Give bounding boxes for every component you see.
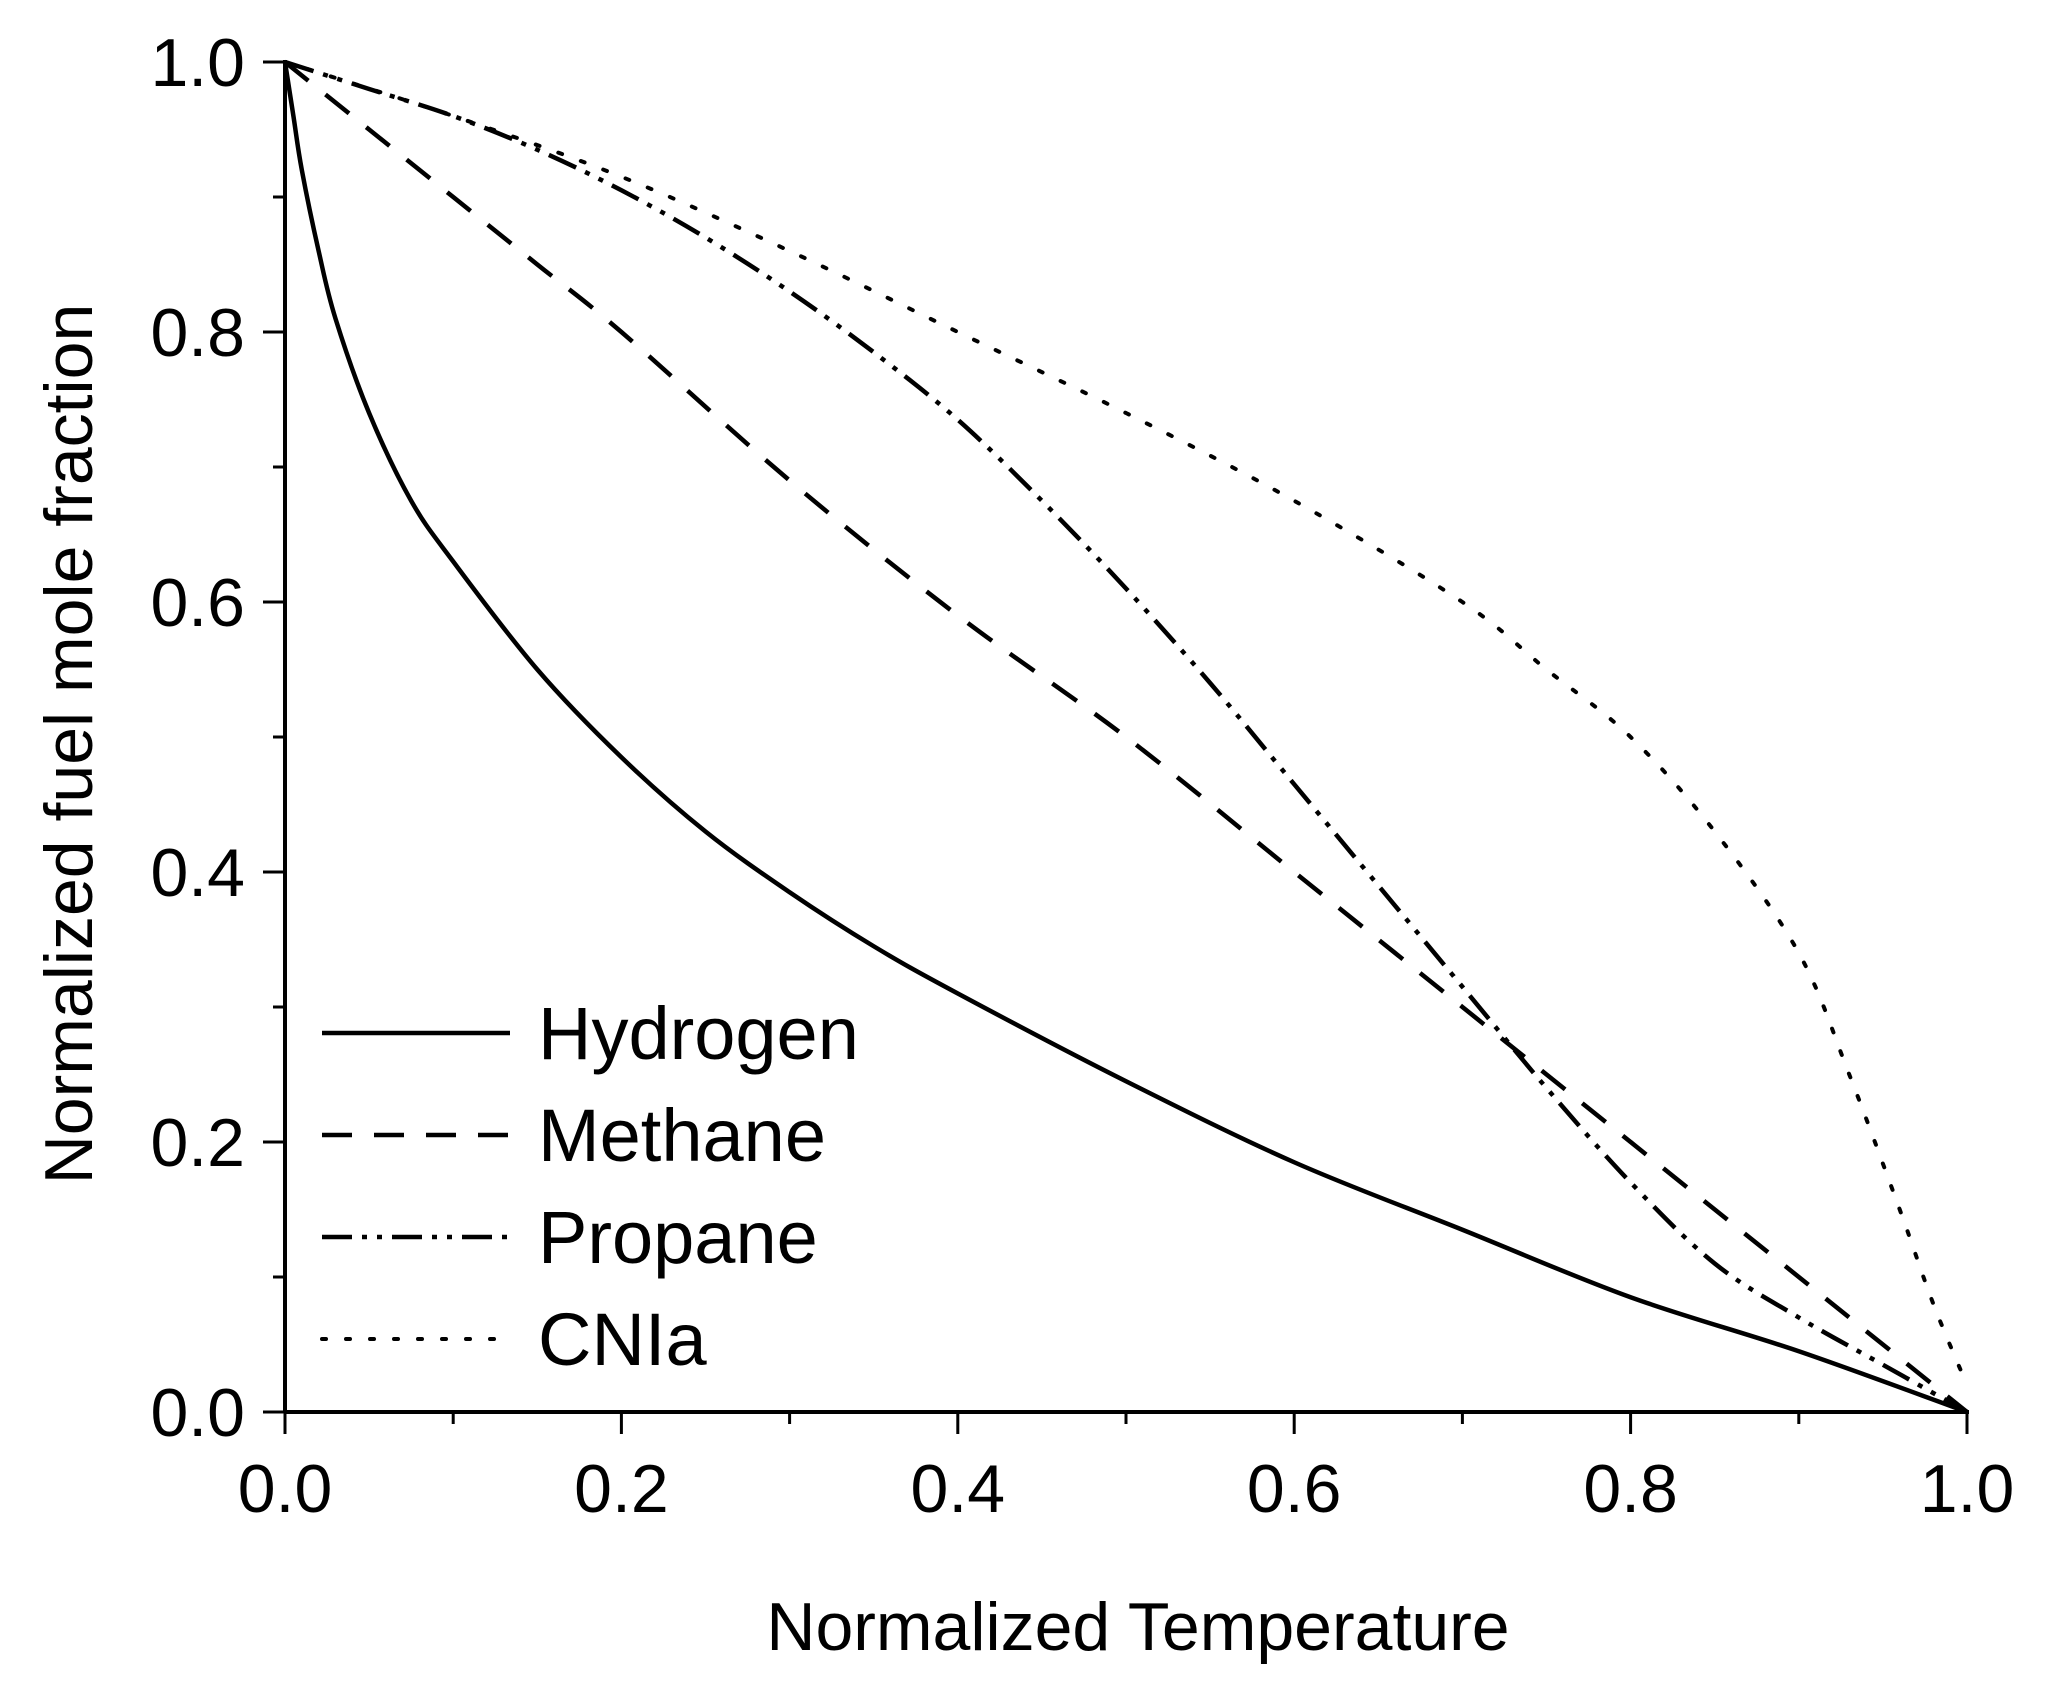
y-tick-label: 0.8 [150,295,245,371]
legend-label-methane: Methane [538,1094,826,1177]
x-axis-title: Normalized Temperature [766,1589,1509,1665]
series-line-methane [283,60,1969,1414]
legend-label-hydrogen: Hydrogen [538,992,859,1075]
x-tick-label: 0.0 [238,1451,333,1527]
x-tick-label: 0.8 [1583,1451,1678,1527]
legend-label-propane: Propane [538,1196,818,1279]
y-tick-label: 0.2 [150,1105,245,1181]
y-tick-label: 0.4 [150,835,245,911]
x-tick-label: 0.6 [1247,1451,1342,1527]
legend-label-cnia: CNIa [538,1298,707,1381]
y-axis-title: Normalized fuel mole fraction [31,304,107,1185]
axes: 0.0 0.2 0.4 0.6 0.8 1.0 0.0 0.2 0.4 0.6 0.8 1.0 [150,25,2014,1527]
series-line-hydrogen [282,61,1968,1415]
x-tick-label: 1.0 [1920,1451,2015,1527]
y-tick-label: 0.6 [150,565,245,641]
x-tick-label: 0.4 [911,1451,1006,1527]
series-line-cnia [283,60,1969,1387]
legend: Hydrogen Methane Propane CNIa [320,992,859,1381]
series-layer [282,59,1969,1415]
series-line-propane [284,59,1969,1414]
x-tick-label: 0.2 [574,1451,669,1527]
y-tick-label: 0.0 [150,1375,245,1451]
y-tick-label: 1.0 [150,25,245,101]
